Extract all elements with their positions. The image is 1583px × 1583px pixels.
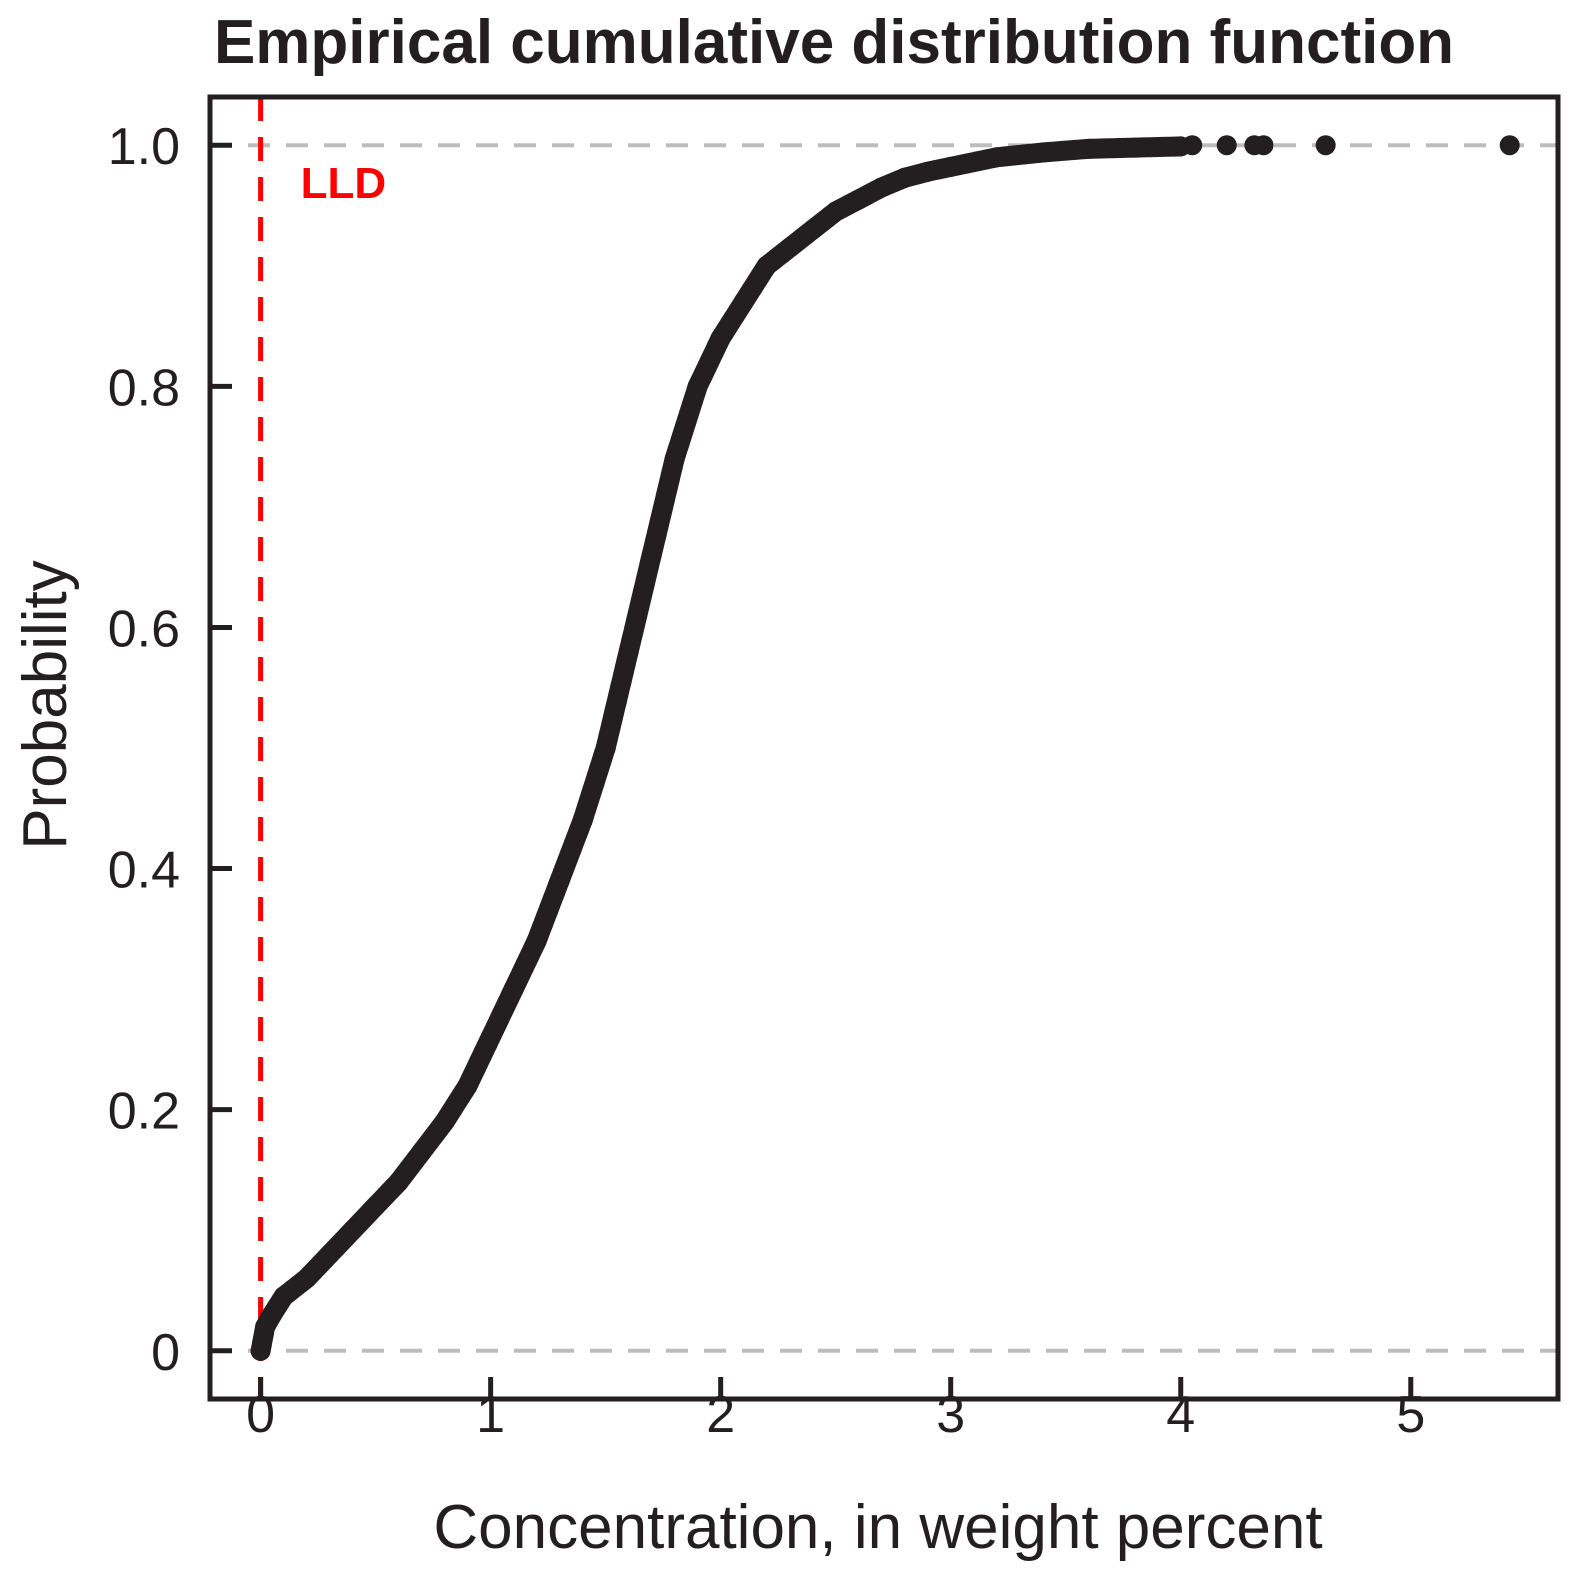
data-point xyxy=(262,1304,283,1325)
data-point xyxy=(917,161,938,182)
y-tick-label: 0.2 xyxy=(108,1083,180,1141)
y-axis-label: Probability xyxy=(11,560,80,849)
data-points xyxy=(250,135,1520,1361)
y-tick-label: 0.8 xyxy=(108,359,180,417)
data-point xyxy=(618,641,639,662)
outlier-point xyxy=(1253,135,1274,156)
x-axis-label: Concentration, in weight percent xyxy=(433,1493,1322,1562)
data-point xyxy=(756,255,777,276)
data-point xyxy=(434,1111,455,1132)
x-tick-label: 2 xyxy=(706,1386,735,1444)
data-point xyxy=(503,979,524,1000)
data-point xyxy=(641,545,662,566)
data-point xyxy=(572,810,593,831)
plot-frame xyxy=(207,94,1561,1402)
data-point xyxy=(733,291,754,312)
data-point xyxy=(940,156,961,177)
x-tick-label: 3 xyxy=(936,1386,965,1444)
data-point xyxy=(273,1286,294,1307)
y-tick-label: 0.6 xyxy=(108,600,180,658)
x-tick-label: 4 xyxy=(1166,1386,1195,1444)
y-tick-label: 0.4 xyxy=(108,842,180,900)
data-point xyxy=(687,376,708,397)
ecdf-curve xyxy=(250,136,1191,1361)
lld-line-group: LLD xyxy=(258,97,387,1399)
data-point xyxy=(1078,138,1099,159)
data-point xyxy=(365,1196,386,1217)
data-point xyxy=(549,870,570,891)
outlier-point xyxy=(1315,135,1336,156)
chart-title: Empirical cumulative distribution functi… xyxy=(214,8,1454,77)
data-point xyxy=(825,201,846,222)
data-point xyxy=(296,1268,317,1289)
data-point xyxy=(457,1075,478,1096)
data-point xyxy=(1032,142,1053,163)
data-point xyxy=(526,930,547,951)
data-point xyxy=(388,1172,409,1192)
data-point xyxy=(664,448,685,469)
data-point xyxy=(871,177,892,198)
data-point xyxy=(986,147,1007,168)
data-point xyxy=(342,1220,363,1241)
outlier-point xyxy=(1182,135,1203,156)
lld-label: LLD xyxy=(301,159,387,208)
y-tick-label: 0 xyxy=(151,1324,180,1382)
data-point xyxy=(710,328,731,349)
outlier-point xyxy=(1499,135,1520,156)
x-tick-label: 1 xyxy=(476,1386,505,1444)
data-point xyxy=(411,1141,432,1162)
data-point xyxy=(319,1244,340,1265)
data-point xyxy=(779,237,800,258)
data-point xyxy=(480,1027,501,1048)
y-axis: 0 0.2 0.4 0.6 0.8 1.0 xyxy=(108,118,232,1382)
x-axis: 0 1 2 3 4 5 xyxy=(246,1377,1425,1444)
data-point xyxy=(802,219,823,240)
data-point xyxy=(1124,137,1145,158)
outlier-point xyxy=(1216,135,1237,156)
y-tick-label: 1.0 xyxy=(108,118,180,176)
data-point xyxy=(894,167,915,188)
data-point xyxy=(250,1340,271,1361)
x-tick-label: 5 xyxy=(1396,1386,1425,1444)
data-point xyxy=(848,189,869,210)
x-tick-label: 0 xyxy=(246,1386,275,1444)
data-point xyxy=(595,738,616,758)
